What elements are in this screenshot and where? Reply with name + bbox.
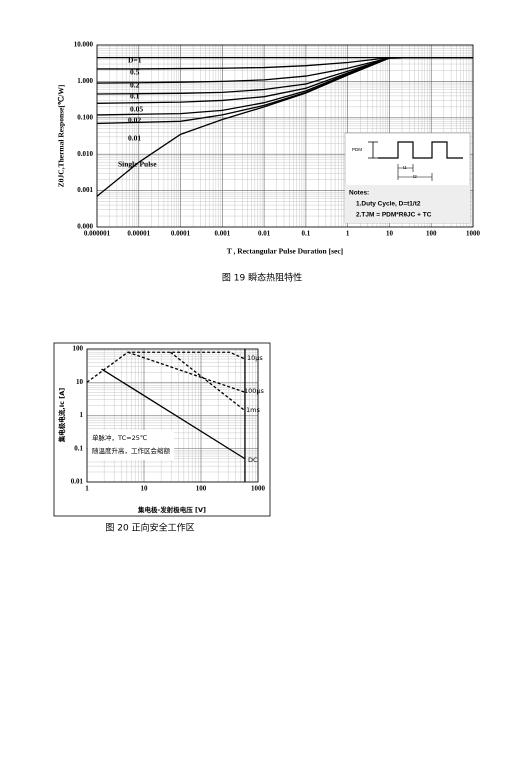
x-tick-label: 1: [346, 230, 350, 238]
time-arrows: [397, 164, 433, 181]
pulse-wave: [378, 141, 463, 159]
series-label: Single Pulse: [118, 160, 157, 169]
pulse-label: t1: [403, 165, 407, 170]
y-tick-label: 0.01: [71, 478, 84, 486]
y-tick-label: 0.001: [77, 186, 93, 194]
series-label: 0.02: [128, 116, 141, 125]
x-tick-label: 0.0001: [171, 230, 191, 238]
series-label: 0.1: [130, 92, 140, 101]
notes-title: Notes:: [349, 190, 369, 197]
series-label: D=1: [128, 56, 142, 65]
y-tick-label: 1.000: [77, 77, 93, 85]
y-tick-label: 1: [80, 411, 84, 419]
x-tick-label: 1000: [466, 230, 481, 238]
series-line: [169, 351, 246, 412]
annotation: 单脉冲，TC=25℃: [92, 433, 147, 442]
x-axis-label: 集电极-发射极电压 [V]: [137, 505, 206, 514]
y-tick-label: 0.1: [74, 444, 83, 452]
annotation-box: [88, 430, 174, 460]
x-tick-label: 10: [141, 485, 149, 493]
x-tick-label: 100: [196, 485, 207, 493]
notes-line: 1.Duty Cycle, D=t1/t2: [356, 201, 421, 208]
series-label: 0.05: [130, 105, 143, 114]
x-tick-label: 1000: [251, 485, 266, 493]
x-tick-label: 0.1: [302, 230, 311, 238]
series-label: 100μs: [244, 387, 265, 395]
x-tick-label: 0.000001: [84, 230, 111, 238]
series-label: 1ms: [246, 406, 260, 414]
x-tick-label: 0.001: [214, 230, 230, 238]
x-axis-label: T , Rectangular Pulse Duration [sec]: [227, 247, 343, 256]
annotation: 随温度升高，工作区会缩额: [92, 446, 171, 455]
notes-strip: [345, 185, 470, 223]
y-axis-label: 集电极电流,Ic [A]: [57, 388, 66, 444]
notes-line: 2.TJM = PDM*RθJC + TC: [356, 212, 432, 219]
series-label: 0.01: [128, 134, 141, 143]
y-tick-label: 0.000: [77, 223, 93, 231]
x-tick-label: 0.01: [258, 230, 271, 238]
plot-border: [86, 348, 259, 483]
series-line: [101, 368, 246, 460]
y-tick-label: 100: [73, 345, 84, 353]
y-tick-label: 10: [76, 378, 84, 386]
x-tick-label: 100: [426, 230, 437, 238]
caption: 图 20 正向安全工作区: [105, 522, 194, 534]
series-line: [86, 351, 246, 383]
pulse-label: PDM: [352, 147, 362, 152]
y-tick-label: 10.000: [74, 41, 94, 49]
series-label: 0.2: [130, 81, 140, 90]
pdm-bracket: [368, 141, 378, 159]
x-tick-label: 10: [386, 230, 394, 238]
x-tick-label: 0.00001: [127, 230, 150, 238]
y-axis-label: ZθJC,Thermal Response[℃/W]: [57, 85, 66, 188]
series-line: [96, 56, 473, 197]
pulse-label: t2: [413, 174, 417, 179]
caption: 图 19 瞬态热阻特性: [222, 272, 302, 284]
series-line: [127, 351, 246, 393]
series-label: 10μs: [247, 354, 263, 362]
x-tick-label: 1: [85, 485, 89, 493]
series-label: DC: [248, 456, 258, 464]
y-tick-label: 0.010: [77, 150, 93, 158]
y-tick-label: 0.100: [77, 113, 93, 121]
series-label: 0.5: [130, 68, 140, 77]
plot-border: [96, 44, 474, 228]
figure-frame: [53, 342, 271, 517]
